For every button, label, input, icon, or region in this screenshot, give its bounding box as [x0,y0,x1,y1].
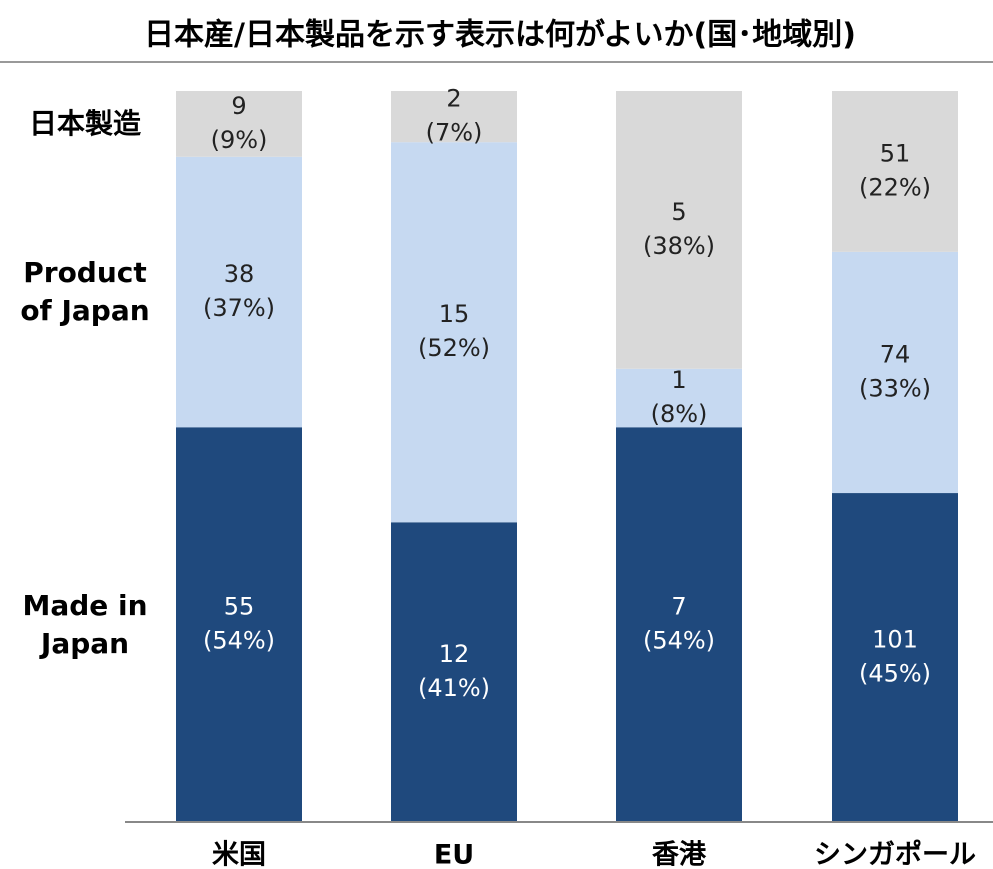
x-tick-label: 米国 [212,840,266,869]
data-label-percent: (38%) [643,232,715,260]
bar-segment [176,427,302,822]
data-label-percent: (33%) [859,374,931,402]
data-label: 51 (22%) [859,139,931,201]
data-label-percent: (54%) [643,627,715,655]
data-label-count: 7 [671,593,686,621]
legend-label: Made in Japan [22,588,148,660]
data-label: 2 (7%) [426,85,483,147]
data-label: 12 (41%) [418,640,490,702]
bar-segment [832,493,958,822]
bar-segment [616,427,742,822]
legend-label: Product of Japan [20,256,150,328]
data-label-count: 9 [231,92,246,120]
data-label-percent: (9%) [211,126,268,154]
data-label-count: 12 [439,640,470,668]
bar-segment [176,91,302,157]
bar-segment [832,91,958,252]
x-tick-label: EU [434,840,474,869]
data-label-count: 15 [439,300,470,328]
data-label-count: 5 [671,198,686,226]
x-tick-label: シンガポール [814,840,976,869]
data-label-percent: (52%) [418,334,490,362]
bar-segment [616,91,742,369]
x-tick-label: 香港 [652,840,707,869]
data-label-percent: (54%) [203,627,275,655]
data-label-percent: (45%) [859,660,931,688]
data-label: 1 (8%) [651,366,708,428]
data-label-percent: (37%) [203,294,275,322]
data-label-percent: (8%) [651,400,708,428]
data-label: 74 (33%) [859,340,931,402]
chart-title: 日本産/日本製品を示す表示は何がよいか(国･地域別) [144,18,856,53]
data-label: 38 (37%) [203,260,275,322]
data-label-count: 1 [671,366,686,394]
bar-segment [176,156,302,428]
data-label-count: 2 [446,85,461,113]
bar-segment [616,368,742,428]
bar-segment [391,91,517,143]
data-label-count: 74 [880,340,911,368]
data-label: 101 (45%) [859,626,931,688]
data-label: 7 (54%) [643,593,715,655]
bar-segment [391,142,517,523]
data-label-percent: (22%) [859,173,931,201]
data-label-count: 101 [872,626,918,654]
bar-segment [832,251,958,494]
data-label-percent: (7%) [426,119,483,147]
data-label-count: 51 [880,139,911,167]
data-label-percent: (41%) [418,674,490,702]
data-label: 9 (9%) [211,92,268,154]
data-label-count: 38 [224,260,255,288]
legend-label: 日本製造 [28,106,141,140]
data-label-count: 55 [224,593,255,621]
data-label: 15 (52%) [418,300,490,362]
data-label: 55 (54%) [203,593,275,655]
bar-segment [391,522,517,822]
data-label: 5 (38%) [643,198,715,260]
